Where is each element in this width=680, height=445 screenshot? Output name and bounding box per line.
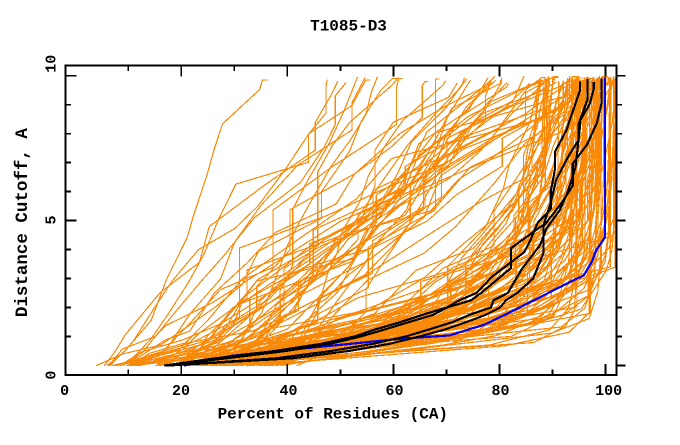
svg-text:0: 0 (43, 371, 60, 380)
svg-text:60: 60 (385, 383, 403, 400)
svg-text:0: 0 (60, 383, 69, 400)
svg-text:Percent of Residues (CA): Percent of Residues (CA) (218, 405, 448, 423)
svg-text:20: 20 (172, 383, 190, 400)
svg-text:100: 100 (595, 383, 622, 400)
svg-text:5: 5 (43, 215, 60, 224)
svg-text:10: 10 (43, 55, 60, 73)
svg-text:40: 40 (279, 383, 297, 400)
svg-text:T1085-D3: T1085-D3 (310, 18, 387, 36)
svg-text:80: 80 (491, 383, 509, 400)
svg-text:Distance Cutoff, A: Distance Cutoff, A (13, 128, 33, 318)
